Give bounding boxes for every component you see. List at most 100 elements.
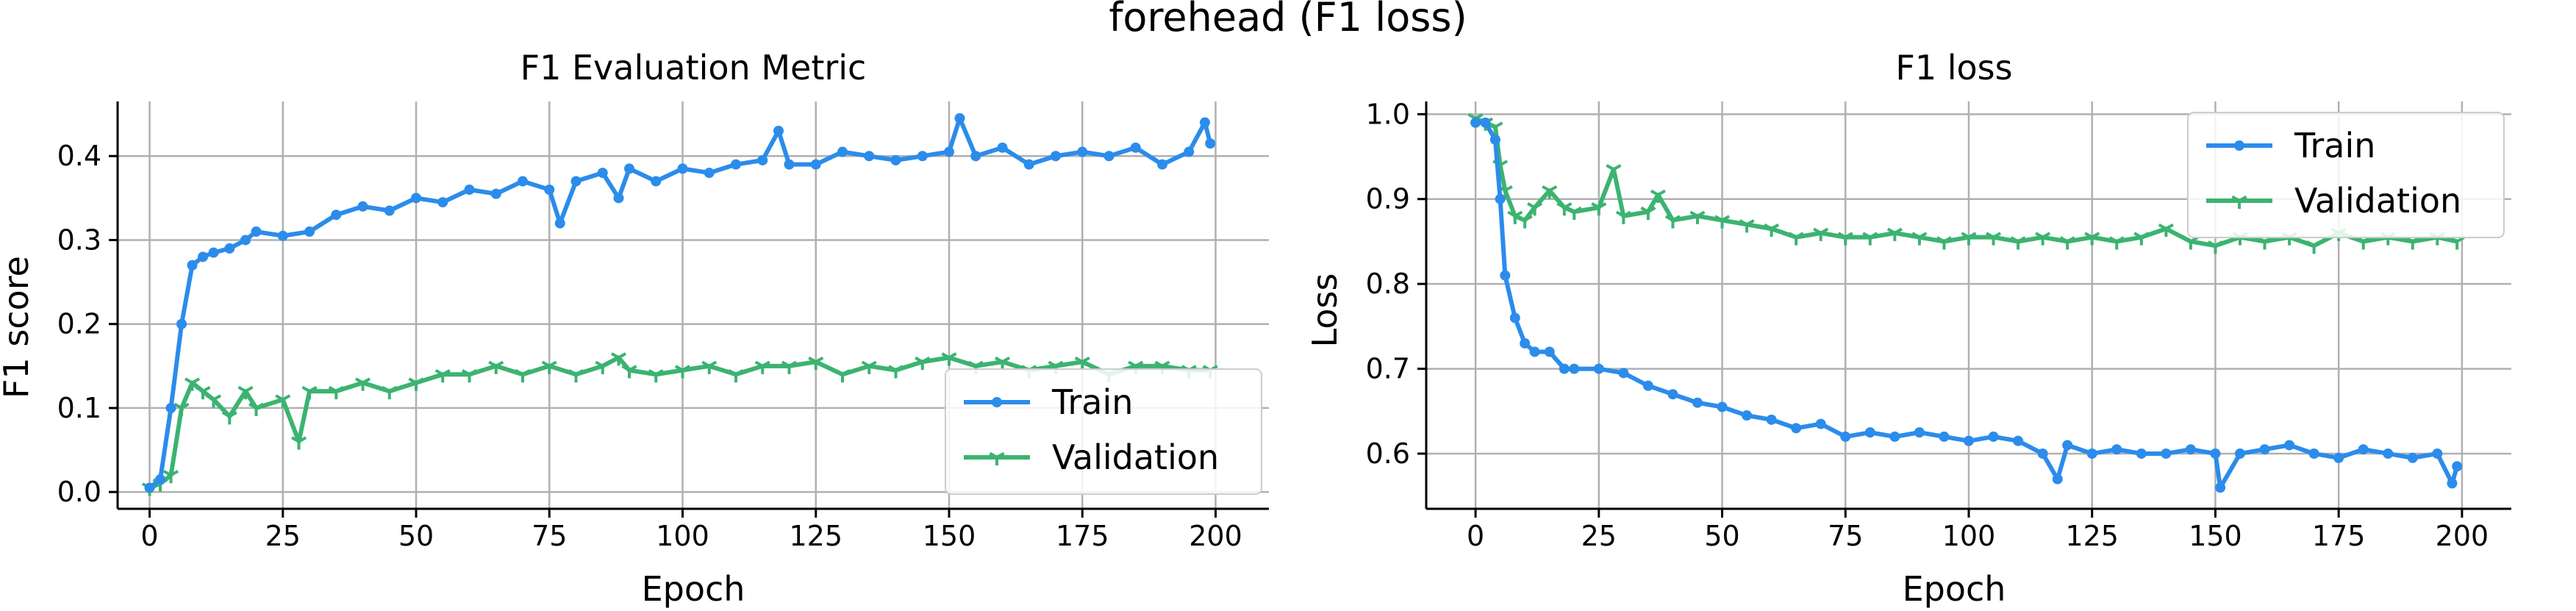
- train-series-point: [970, 151, 981, 162]
- validation-series-point: [1664, 215, 1681, 229]
- train-series-point: [1509, 312, 1520, 324]
- validation-series-point: [728, 369, 744, 383]
- train-series-point: [917, 151, 928, 162]
- train-series-point: [2136, 448, 2147, 459]
- f1-loss-panel: F1 loss Epoch Loss 0 25 50 75 100 125 150 175 20…: [1305, 48, 2511, 609]
- train-series-point: [890, 154, 901, 165]
- validation-series-point: [173, 402, 190, 416]
- train-series-point: [1023, 159, 1034, 170]
- validation-series-point: [568, 369, 584, 383]
- train-series-point: [1988, 431, 1999, 442]
- validation-series-point: [1527, 202, 1543, 216]
- validation-series-point: [621, 365, 637, 379]
- x-tick-label: 50: [398, 520, 434, 552]
- f1-metric-panel: F1 Evaluation Metric Epoch F1 score 0 25 5…: [0, 48, 1269, 609]
- x-tick-label: 0: [1467, 520, 1484, 552]
- validation-series-point: [1650, 189, 1666, 203]
- train-series-point: [1717, 401, 1728, 412]
- validation-series-point: [595, 360, 611, 374]
- train-series-point: [624, 163, 634, 174]
- validation-series-point: [237, 385, 254, 400]
- train-series-point: [2333, 452, 2344, 463]
- validation-series-point: [1764, 223, 1780, 237]
- train-series-point: [1489, 134, 1500, 145]
- legend-validation-marker: [989, 451, 1005, 465]
- validation-series-point: [1961, 232, 1977, 246]
- x-tick-label: 150: [923, 520, 976, 552]
- y-tick-label: 1.0: [1366, 98, 1410, 130]
- validation-series-point: [162, 470, 179, 484]
- validation-series-point: [1566, 206, 1582, 221]
- validation-series-point: [195, 385, 211, 400]
- train-series-point: [2013, 435, 2024, 446]
- x-tick-label: 25: [265, 520, 301, 552]
- train-series-point: [554, 218, 565, 229]
- validation-series-point: [754, 360, 770, 374]
- train-series-point: [1495, 193, 1506, 204]
- train-series-point: [251, 226, 262, 237]
- train-series-point: [757, 154, 768, 165]
- validation-series-point: [301, 385, 318, 400]
- train-series-point: [2447, 478, 2458, 489]
- train-series-point: [1470, 117, 1481, 128]
- validation-series-point: [221, 411, 237, 425]
- train-series-point: [1742, 410, 1753, 421]
- train-series-point: [2308, 448, 2319, 459]
- validation-series-point: [2207, 240, 2224, 254]
- legend-validation-label: Validation: [1052, 437, 1219, 477]
- train-series-point: [464, 184, 475, 195]
- train-series-point: [331, 210, 342, 221]
- figure-suptitle: forehead (F1 loss): [1109, 0, 1467, 40]
- train-series-point: [2111, 444, 2122, 455]
- train-series-point: [304, 226, 315, 237]
- validation-series-point: [1591, 202, 1607, 216]
- x-tick-label: 75: [1828, 520, 1863, 552]
- train-series-point: [176, 318, 187, 329]
- train-series-point: [1766, 414, 1777, 425]
- y-tick-label: 0.9: [1366, 183, 1410, 215]
- train-series-point: [704, 168, 715, 179]
- train-series-point: [1103, 151, 1115, 162]
- train-series-point: [437, 197, 448, 208]
- train-series-point: [1642, 380, 1653, 391]
- train-series-point: [1051, 151, 1061, 162]
- train-series-point: [954, 112, 965, 124]
- train-series: [144, 112, 1216, 493]
- x-tick-label: 125: [789, 520, 842, 552]
- train-series-point: [490, 188, 501, 199]
- validation-series-point: [1507, 210, 1523, 224]
- validation-series-point: [541, 360, 557, 374]
- train-series-point: [1480, 117, 1491, 128]
- validation-series-point: [461, 369, 478, 383]
- validation-series-point: [1542, 185, 1558, 199]
- train-series-point: [2452, 461, 2463, 472]
- train-series-point: [2210, 448, 2221, 459]
- train-series-point: [651, 176, 662, 187]
- y-tick-label: 0.7: [1366, 353, 1410, 385]
- train-series-point: [1593, 363, 1604, 374]
- x-tick-label: 75: [532, 520, 567, 552]
- validation-series-point: [2059, 236, 2075, 250]
- train-series-point: [997, 142, 1008, 153]
- validation-series-point: [2306, 240, 2322, 254]
- validation-series-point: [275, 394, 291, 408]
- train-series-point: [2185, 444, 2196, 455]
- f1-metric-title: F1 Evaluation Metric: [520, 48, 867, 87]
- train-series-point: [277, 230, 288, 241]
- validation-series-point: [408, 377, 424, 391]
- train-series-point: [2161, 448, 2172, 459]
- train-series-point: [1544, 346, 1555, 357]
- train-series-point: [864, 151, 875, 162]
- validation-series-line: [149, 355, 1211, 490]
- train-series-point: [2284, 440, 2295, 451]
- validation-series-point: [290, 436, 307, 450]
- f1-metric-ylabel: F1 score: [0, 256, 36, 399]
- validation-series-point: [915, 356, 931, 371]
- validation-series-point: [1714, 215, 1731, 229]
- train-series-point: [1500, 270, 1511, 281]
- train-series-point: [2215, 482, 2226, 493]
- validation-series-point: [941, 352, 957, 366]
- validation-series-point: [2035, 232, 2051, 246]
- train-series-point: [1205, 138, 1216, 149]
